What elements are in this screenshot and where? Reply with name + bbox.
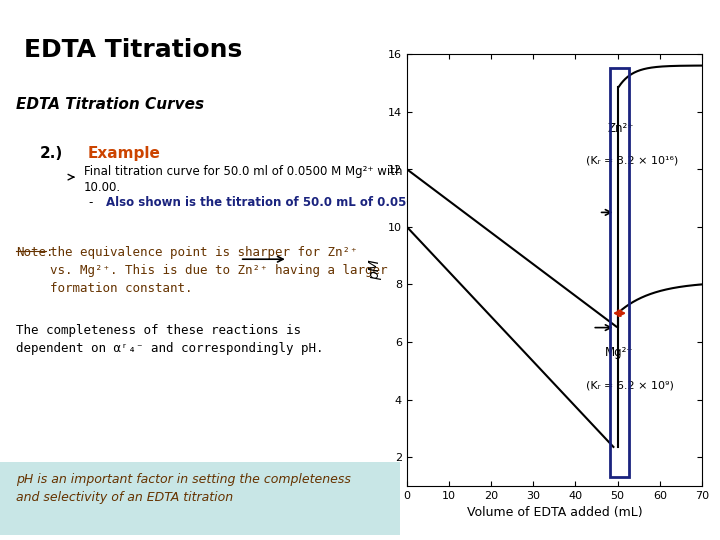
Text: -: -	[88, 196, 92, 209]
Bar	[0, 462, 400, 535]
Text: Mg²⁺: Mg²⁺	[605, 346, 634, 360]
Text: pH is an important factor in setting the completeness
and selectivity of an EDTA: pH is an important factor in setting the…	[16, 472, 351, 503]
Text: 2.): 2.)	[40, 146, 63, 161]
Text: Zn²⁺: Zn²⁺	[607, 122, 634, 135]
Text: 10.00.: 10.00.	[84, 181, 121, 194]
X-axis label: Volume of EDTA added (mL): Volume of EDTA added (mL)	[467, 507, 642, 519]
Text: (Kᵣ = 6.2 × 10⁹): (Kᵣ = 6.2 × 10⁹)	[586, 380, 674, 390]
Text: (Kᵣ = 3.2 × 10¹⁶): (Kᵣ = 3.2 × 10¹⁶)	[586, 156, 678, 165]
Text: Example: Example	[88, 146, 161, 161]
Y-axis label: pM: pM	[368, 260, 382, 280]
Text: the equivalence point is sharper for Zn²⁺
vs. Mg²⁺. This is due to Zn²⁺ having a: the equivalence point is sharper for Zn²…	[50, 246, 387, 295]
Text: The completeness of these reactions is
dependent on αʳ₄⁻ and correspondingly pH.: The completeness of these reactions is d…	[16, 324, 323, 355]
Text: EDTA Titrations: EDTA Titrations	[24, 38, 242, 62]
Text: Also shown is the titration of 50.0 mL of 0.0500 M Zn²⁺: Also shown is the titration of 50.0 mL o…	[106, 196, 471, 209]
Text: Note:: Note:	[16, 246, 53, 259]
Bar	[610, 69, 629, 477]
Text: Final titration curve for 50.0 ml of 0.0500 M Mg²⁺ with 0.0500 m EDTA at pH: Final titration curve for 50.0 ml of 0.0…	[84, 165, 532, 178]
Text: EDTA Titration Curves: EDTA Titration Curves	[16, 97, 204, 112]
